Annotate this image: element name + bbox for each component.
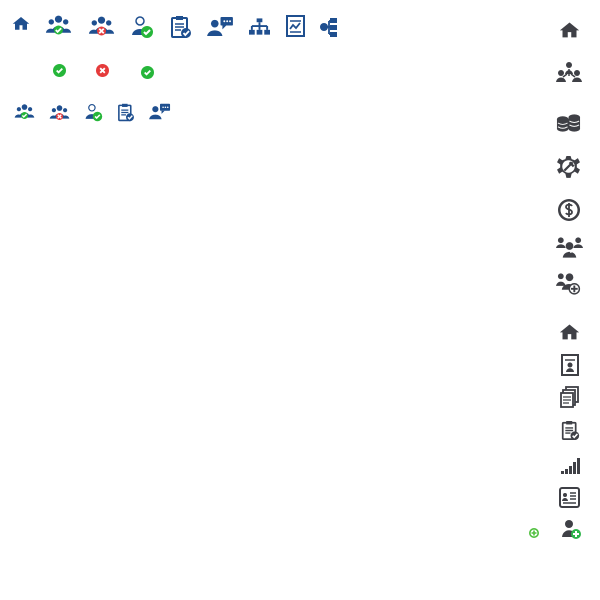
- group-approved-icon[interactable]: [45, 14, 72, 37]
- group-rejected-icon[interactable]: [88, 15, 115, 38]
- home-icon[interactable]: [12, 15, 30, 31]
- home-icon[interactable]: [559, 20, 580, 39]
- org-chart-icon[interactable]: [249, 18, 270, 36]
- error-x-icon: [96, 64, 109, 77]
- user-approved-icon[interactable]: [84, 103, 103, 122]
- clipboard-check-icon[interactable]: [170, 15, 192, 39]
- user-message-icon[interactable]: [149, 103, 171, 120]
- success-check-icon: [141, 66, 154, 79]
- report-chart-icon[interactable]: [286, 15, 305, 37]
- user-add-icon[interactable]: [561, 519, 581, 539]
- team-lead-icon[interactable]: [556, 236, 583, 258]
- group-rejected-icon[interactable]: [49, 104, 70, 122]
- database-icon[interactable]: [556, 113, 581, 133]
- group-add-icon[interactable]: [556, 272, 583, 296]
- signal-bars-icon[interactable]: [560, 457, 580, 474]
- documents-icon[interactable]: [560, 386, 580, 408]
- id-card-icon[interactable]: [559, 487, 580, 508]
- user-message-icon[interactable]: [207, 16, 234, 37]
- user-approved-icon[interactable]: [130, 15, 154, 39]
- success-check-icon: [53, 64, 66, 77]
- group-approved-icon[interactable]: [14, 103, 35, 121]
- gear-wrench-icon[interactable]: [556, 155, 581, 180]
- clipboard-check-icon[interactable]: [117, 103, 135, 122]
- hierarchy-nodes-icon[interactable]: [319, 17, 339, 37]
- document-user-icon[interactable]: [561, 354, 579, 376]
- small-add-icon[interactable]: [529, 528, 539, 538]
- dollar-coin-icon[interactable]: [557, 198, 581, 222]
- clipboard-check-icon[interactable]: [561, 419, 580, 442]
- users-network-icon[interactable]: [556, 61, 582, 85]
- home-icon[interactable]: [559, 322, 580, 341]
